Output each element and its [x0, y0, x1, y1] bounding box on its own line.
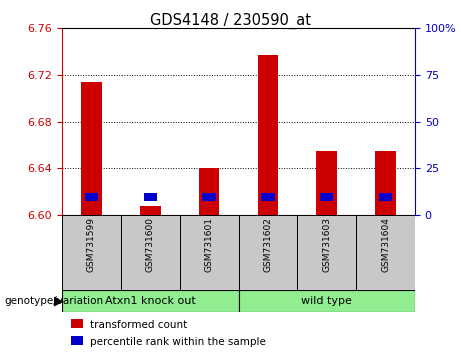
Bar: [143, 193, 157, 201]
Bar: [62, 215, 121, 290]
Text: GSM731600: GSM731600: [146, 217, 155, 272]
Bar: [261, 193, 275, 201]
Text: genotype/variation: genotype/variation: [5, 296, 104, 306]
Bar: [379, 193, 392, 201]
Bar: [320, 193, 333, 201]
Text: GSM731602: GSM731602: [263, 217, 272, 272]
Text: percentile rank within the sample: percentile rank within the sample: [89, 337, 266, 347]
Text: ▶: ▶: [54, 295, 64, 308]
Bar: [140, 206, 160, 215]
Bar: [199, 168, 219, 215]
Bar: [316, 151, 337, 215]
Bar: [81, 82, 102, 215]
Bar: [297, 215, 356, 290]
Bar: [202, 193, 216, 201]
Bar: [238, 290, 415, 312]
Bar: [180, 215, 238, 290]
Bar: [85, 193, 98, 201]
Bar: [121, 215, 180, 290]
Bar: [238, 215, 297, 290]
Bar: [356, 215, 415, 290]
Text: GSM731601: GSM731601: [205, 217, 213, 272]
Text: GDS4148 / 230590_at: GDS4148 / 230590_at: [150, 12, 311, 29]
Text: GSM731604: GSM731604: [381, 217, 390, 272]
Bar: [375, 151, 396, 215]
Text: GSM731603: GSM731603: [322, 217, 331, 272]
Bar: [62, 290, 238, 312]
Bar: [258, 55, 278, 215]
Text: transformed count: transformed count: [89, 320, 187, 330]
Text: Atxn1 knock out: Atxn1 knock out: [105, 296, 195, 306]
Text: wild type: wild type: [301, 296, 352, 306]
Text: GSM731599: GSM731599: [87, 217, 96, 272]
